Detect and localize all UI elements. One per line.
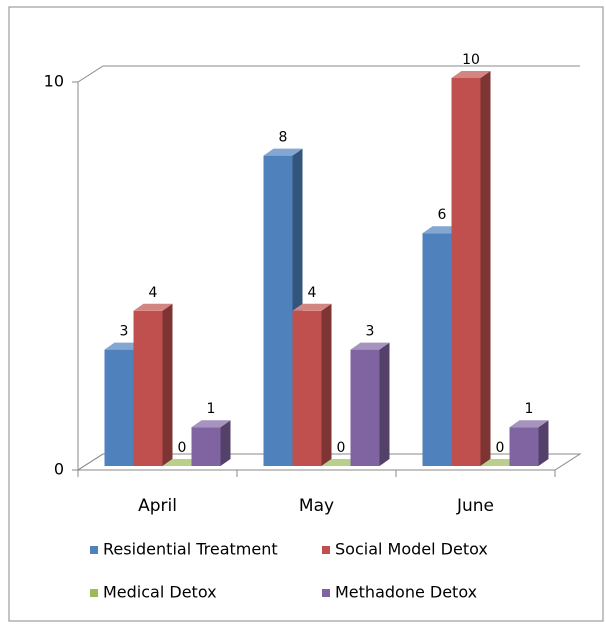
bar [133, 303, 173, 466]
bar-front [451, 78, 481, 466]
data-label: 0 [337, 440, 346, 456]
bar-top [451, 71, 491, 78]
data-label: 3 [366, 324, 375, 340]
bar-top [292, 303, 332, 311]
data-label: 8 [279, 130, 288, 146]
x-tick-label: May [299, 496, 334, 516]
data-label: 0 [496, 440, 505, 456]
bar-front [350, 349, 380, 466]
legend-label: Residential Treatment [103, 540, 278, 559]
bar [191, 420, 231, 466]
data-label: 1 [525, 401, 534, 417]
bar-side [162, 303, 173, 466]
bar-top [350, 342, 390, 350]
bar [509, 420, 549, 466]
bar-side [480, 71, 491, 466]
bar-side [379, 342, 390, 466]
legend-label: Medical Detox [103, 583, 217, 602]
legend-label: Social Model Detox [335, 540, 488, 559]
legend-swatch [322, 589, 330, 597]
data-label: 10 [462, 52, 480, 68]
legend-swatch [90, 589, 98, 597]
legend-swatch [90, 546, 98, 554]
x-tick-label: April [138, 496, 177, 516]
bar-front [509, 427, 539, 466]
bar [451, 71, 491, 466]
data-label: 1 [207, 401, 216, 417]
bar-top [133, 303, 173, 311]
bar-front [133, 310, 163, 466]
bar-side [220, 420, 231, 466]
bar [292, 303, 332, 466]
bar-front [422, 233, 452, 466]
bar-side [538, 420, 549, 466]
bar-front [263, 155, 293, 466]
bar-top [509, 420, 549, 428]
bar-top [191, 420, 231, 428]
grid-line [77, 65, 580, 83]
legend-label: Methadone Detox [335, 583, 477, 602]
data-label: 0 [178, 440, 187, 456]
bar-top [263, 148, 303, 156]
bar-front [104, 349, 134, 466]
y-tick-label: 10 [44, 72, 64, 91]
x-tick-label: June [456, 496, 494, 516]
data-label: 4 [149, 285, 158, 301]
legend-swatch [322, 546, 330, 554]
data-label: 6 [438, 207, 447, 223]
data-label: 4 [308, 285, 317, 301]
bar-side [321, 303, 332, 466]
bar-front [191, 427, 221, 466]
grid-line [77, 453, 580, 471]
data-label: 3 [120, 324, 129, 340]
bar-front [292, 310, 322, 466]
bar [350, 342, 390, 466]
y-tick-label: 0 [54, 460, 64, 479]
